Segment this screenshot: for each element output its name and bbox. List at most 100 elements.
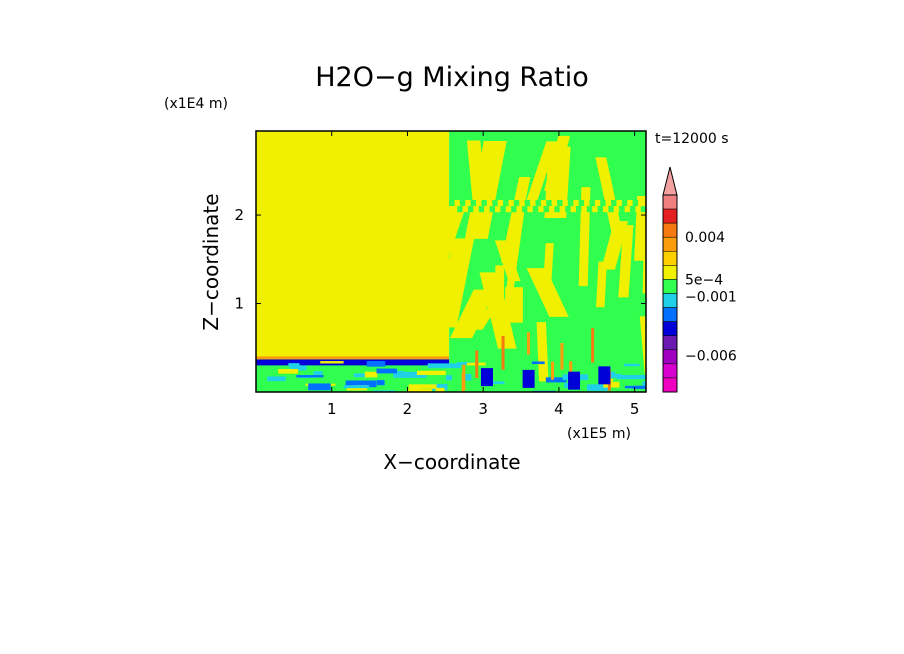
field-plume	[501, 335, 505, 370]
field-patch	[603, 381, 620, 388]
field-patch	[456, 362, 474, 366]
field-streak	[500, 177, 531, 263]
field-band	[638, 200, 644, 207]
colorbar-label: 5e−4	[685, 272, 723, 288]
y-tick-label: 1	[234, 295, 244, 313]
field-patch	[267, 376, 286, 382]
field-patch	[505, 369, 522, 372]
field-patch	[461, 374, 472, 381]
field-band	[513, 200, 520, 207]
field-patch	[601, 373, 622, 380]
field-band	[519, 200, 525, 207]
x-tick-label: 2	[403, 400, 413, 418]
field-band	[630, 206, 636, 213]
field-band	[538, 206, 544, 213]
colorbar-swatch	[662, 293, 678, 308]
field-band	[454, 200, 460, 207]
field-patch	[343, 385, 370, 389]
y-axis-ticks: 12	[234, 206, 646, 313]
colorbar-swatch	[662, 208, 678, 224]
field-patch	[393, 371, 427, 378]
y-tick-label: 2	[234, 206, 244, 224]
field-spot	[522, 369, 535, 388]
colorbar-swatch	[662, 222, 678, 238]
heatmap-field	[256, 131, 646, 392]
plot-frame	[255, 130, 647, 393]
field-band	[500, 206, 506, 213]
field-spot	[480, 368, 493, 387]
field-band	[468, 206, 474, 213]
field-streak	[429, 202, 468, 264]
field-band	[594, 200, 601, 207]
field-patch	[545, 377, 567, 383]
field-band	[505, 206, 512, 213]
colorbar-label: −0.006	[685, 348, 737, 364]
field-layer	[256, 356, 450, 360]
field-band	[476, 200, 482, 207]
field-patch	[288, 363, 300, 367]
colorbar-label: −0.001	[685, 289, 737, 305]
colorbar-swatch	[662, 335, 678, 351]
field-streak	[596, 261, 607, 308]
field-band	[465, 200, 471, 207]
field-band	[557, 200, 563, 207]
field-patch	[279, 383, 299, 389]
field-patch	[296, 375, 324, 378]
field-band	[462, 206, 469, 213]
field-plume	[475, 350, 479, 379]
field-band	[459, 200, 466, 207]
field-streak	[466, 140, 488, 219]
field-band	[486, 200, 493, 207]
field-streak	[595, 157, 625, 242]
field-band	[578, 200, 585, 207]
colorbar-swatch	[662, 236, 678, 252]
field-streak	[505, 287, 523, 323]
field-patch	[416, 370, 446, 376]
colorbar-label: 0.004	[685, 230, 725, 246]
field-layer	[256, 359, 450, 366]
field-patch	[376, 380, 385, 386]
field-patch	[435, 387, 445, 392]
field-streak	[505, 201, 526, 296]
field-band	[619, 206, 625, 213]
field-band	[613, 206, 620, 213]
field-band	[640, 206, 646, 213]
field-band	[621, 200, 628, 207]
field-patch	[320, 361, 344, 364]
field-band	[511, 206, 517, 213]
field-band	[530, 200, 536, 207]
field-band	[570, 206, 577, 213]
field-band	[573, 200, 579, 207]
field-patch	[366, 361, 386, 367]
field-band	[449, 200, 455, 207]
field-band	[516, 206, 523, 213]
colorbar-frame	[662, 194, 678, 393]
field-patch	[623, 363, 640, 367]
field-band	[473, 206, 479, 213]
field-streak	[473, 297, 504, 330]
field-band	[503, 200, 509, 207]
field-band	[635, 206, 641, 213]
field-patch	[531, 361, 545, 365]
field-band	[522, 206, 528, 213]
y-axis-label: Z−coordinate	[199, 193, 223, 330]
field-streak	[536, 322, 549, 382]
field-band	[535, 200, 541, 207]
field-band	[592, 206, 598, 213]
field-band	[524, 200, 531, 207]
field-band	[565, 206, 571, 213]
x-tick-label: 1	[327, 400, 337, 418]
field-band	[581, 206, 587, 213]
field-patch	[353, 373, 375, 378]
field-patch	[406, 389, 432, 392]
field-patch	[490, 374, 507, 380]
field-band	[492, 200, 498, 207]
colorbar-swatch	[662, 363, 678, 379]
field-patch	[586, 384, 609, 391]
field-band	[540, 200, 547, 207]
field-band	[611, 200, 617, 207]
field-band	[532, 206, 539, 213]
field-band	[481, 200, 487, 207]
colorbar-swatch	[662, 279, 678, 294]
